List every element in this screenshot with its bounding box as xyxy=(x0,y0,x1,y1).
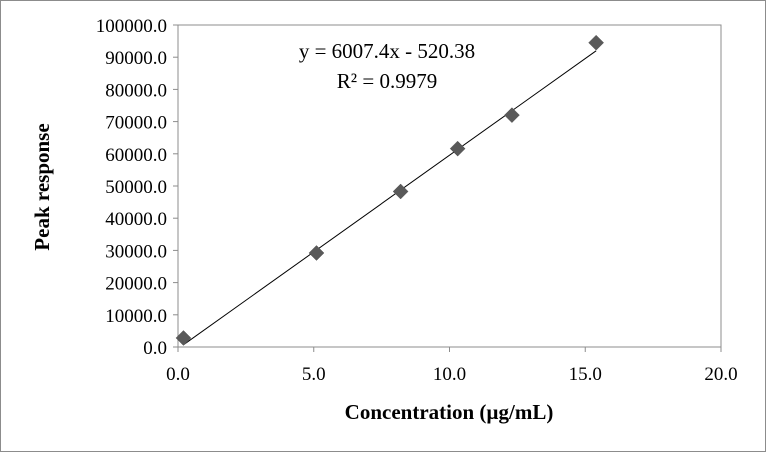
data-point-diamond xyxy=(588,34,604,51)
trendline-group xyxy=(183,50,597,346)
trendline xyxy=(183,50,597,346)
x-tick-label: 20.0 xyxy=(704,364,737,385)
data-points xyxy=(175,34,604,346)
x-tick-label: 10.0 xyxy=(433,364,466,385)
plot-frame xyxy=(177,24,722,348)
y-tick-label: 80000.0 xyxy=(105,80,167,101)
y-tick-label: 100000.0 xyxy=(96,16,167,37)
equation-annotation: y = 6007.4x - 520.38 xyxy=(299,39,475,63)
data-point-diamond xyxy=(175,330,192,346)
x-tick-label: 15.0 xyxy=(569,364,602,385)
y-tick-label: 90000.0 xyxy=(105,48,167,69)
y-tick-label: 60000.0 xyxy=(105,145,167,166)
y-axis-title: Peak response xyxy=(30,123,54,250)
data-point-diamond xyxy=(392,183,409,200)
plot-area xyxy=(177,24,722,348)
x-tick-label: 0.0 xyxy=(166,364,190,385)
y-tick-label: 70000.0 xyxy=(105,113,167,134)
y-tick-label: 30000.0 xyxy=(105,241,167,262)
data-point-diamond xyxy=(504,107,520,124)
y-tick-label: 10000.0 xyxy=(105,306,167,327)
x-axis-title: Concentration (µg/mL) xyxy=(345,400,554,424)
y-tick-label: 0.0 xyxy=(143,338,167,359)
data-point-diamond xyxy=(449,140,466,157)
data-point-diamond xyxy=(308,245,325,261)
y-tick-label: 20000.0 xyxy=(105,274,167,295)
y-axis: 0.0 10000.0 20000.0 30000.0 40000.0 50000.0 60… xyxy=(96,16,178,359)
r-squared-annotation: R² = 0.9979 xyxy=(337,69,437,93)
y-tick-label: 40000.0 xyxy=(105,209,167,230)
y-tick-label: 50000.0 xyxy=(105,177,167,198)
x-axis: 0.0 5.0 10.0 15.0 20.0 xyxy=(166,347,738,385)
x-tick-label: 5.0 xyxy=(302,364,326,385)
